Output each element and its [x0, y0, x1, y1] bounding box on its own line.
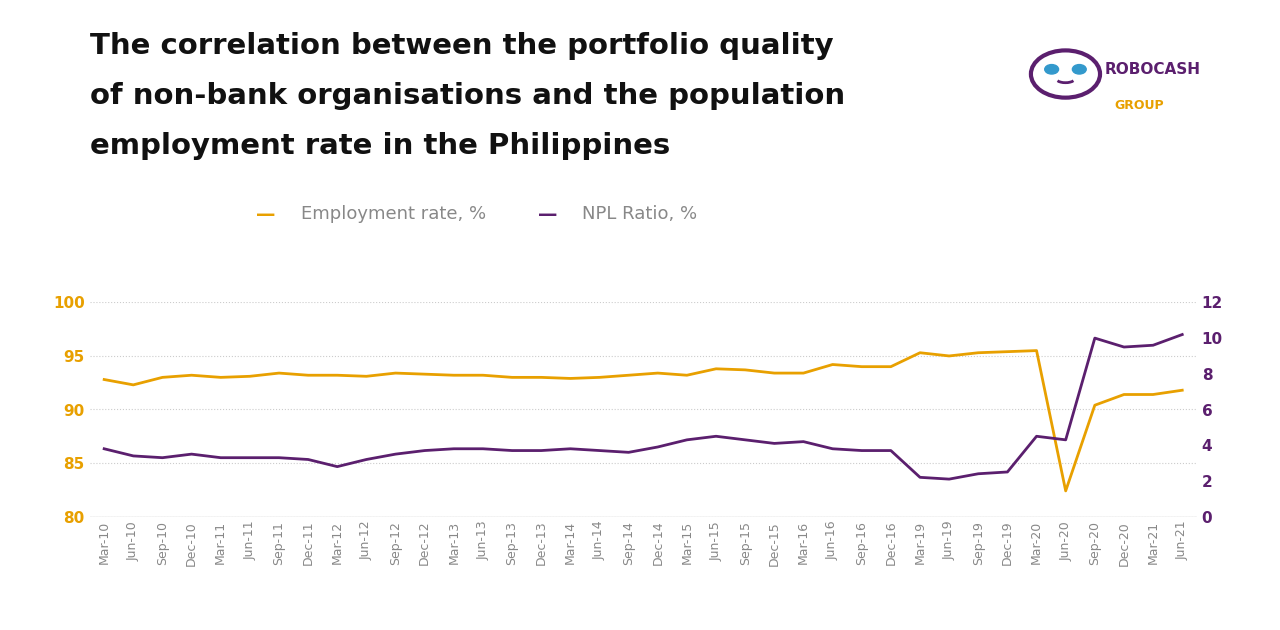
Text: —: —	[538, 205, 557, 224]
Text: Employment rate, %: Employment rate, %	[301, 205, 486, 223]
Text: of non-bank organisations and the population: of non-bank organisations and the popula…	[90, 82, 845, 110]
Text: The correlation between the portfolio quality: The correlation between the portfolio qu…	[90, 32, 833, 59]
Text: —: —	[256, 205, 275, 224]
Text: ROBOCASH: ROBOCASH	[1105, 62, 1201, 77]
Text: GROUP: GROUP	[1115, 99, 1164, 112]
Circle shape	[1073, 64, 1087, 74]
Text: NPL Ratio, %: NPL Ratio, %	[582, 205, 698, 223]
Circle shape	[1044, 64, 1059, 74]
Text: employment rate in the Philippines: employment rate in the Philippines	[90, 132, 669, 160]
